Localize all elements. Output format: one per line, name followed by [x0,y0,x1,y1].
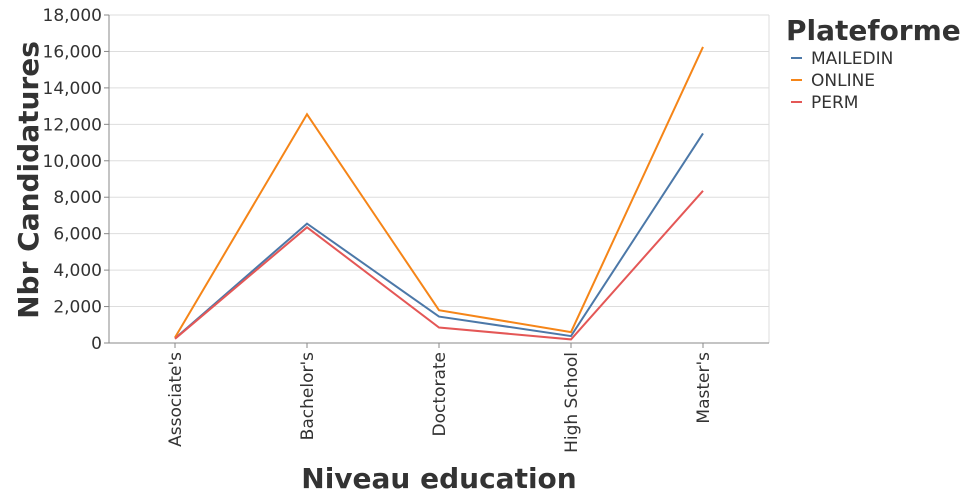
legend-title: Plateforme [786,14,960,47]
series-line-mailedin [174,132,704,340]
gridlines [109,14,770,344]
legend-label-perm: PERM [811,93,858,113]
x-tick-label: Master's [694,352,714,424]
y-axis: 0 2,000 4,000 6,000 8,000 10,000 12,000 14,000 1… [43,6,110,354]
y-tick-label: 16,000 [43,42,102,62]
y-tick-label: 0 [91,334,102,354]
y-tick-label: 4,000 [53,261,102,281]
y-tick-label: 12,000 [43,115,102,135]
x-axis: Associate's Bachelor's Doctorate High Schoo… [109,342,769,453]
y-tick-label: 14,000 [43,79,102,99]
y-tick-label: 8,000 [53,188,102,208]
x-tick-label: High School [562,352,582,453]
y-tick-label: 2,000 [53,298,102,318]
series-lines [174,46,704,341]
x-tick-label: Doctorate [430,352,450,436]
legend-label-online: ONLINE [811,71,875,91]
x-axis-title: Niveau education [301,462,576,495]
y-axis-title: Nbr Candidatures [12,41,45,319]
y-tick-label: 6,000 [53,225,102,245]
series-line-perm [174,190,704,341]
series-line-online [174,46,704,339]
x-tick-label: Associate's [166,352,186,447]
x-tick-label: Bachelor's [298,352,318,440]
y-tick-label: 10,000 [43,152,102,172]
legend-label-mailedin: MAILEDIN [811,49,893,69]
y-tick-label: 18,000 [43,6,102,26]
